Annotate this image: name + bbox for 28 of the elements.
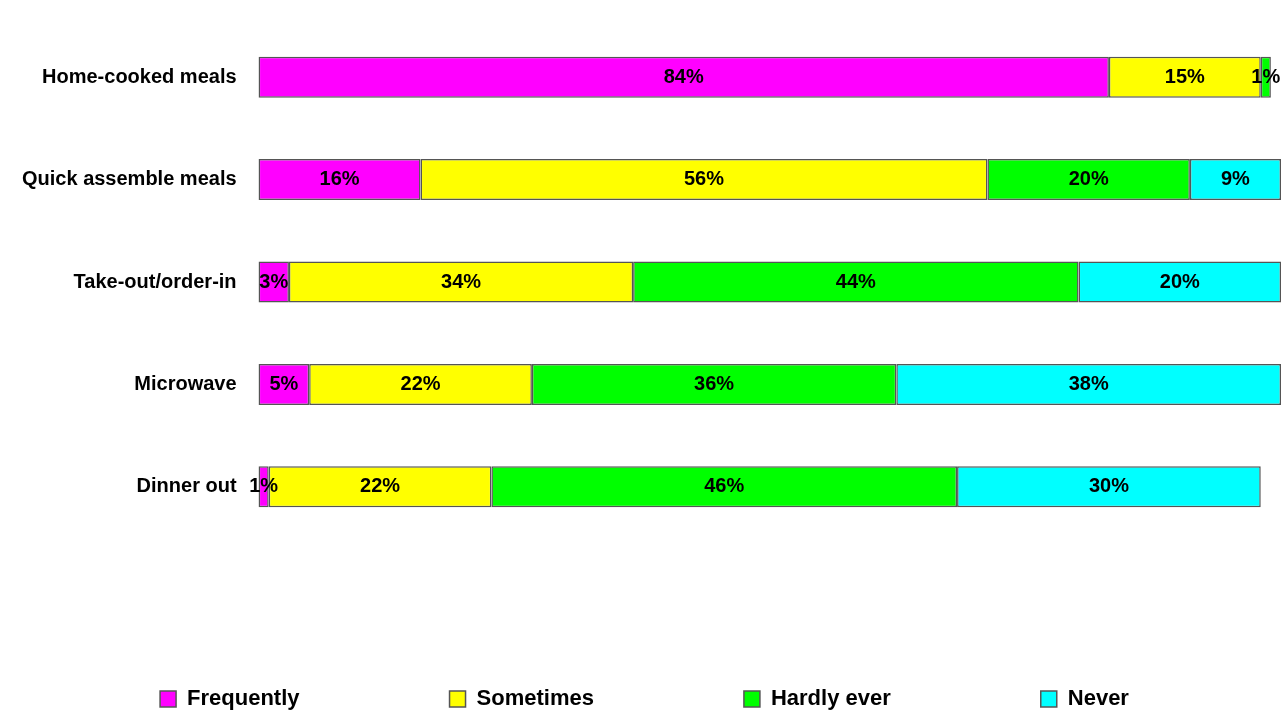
y-tick-label: Dinner out (136, 474, 237, 497)
y-tick-label: Take-out/order-in (73, 269, 237, 292)
data-label: 3% (259, 269, 289, 292)
data-label: 56% (683, 167, 725, 190)
data-label: 16% (319, 167, 360, 190)
y-tick-label: Quick assemble meals (21, 167, 237, 190)
legend-label: Sometimes (476, 685, 594, 711)
data-label: 1% (1251, 64, 1281, 87)
legend-label: Frequently (187, 685, 301, 711)
data-label: 15% (1164, 64, 1206, 87)
data-label: 5% (269, 371, 299, 394)
data-label: 34% (441, 269, 482, 292)
data-label: 30% (1088, 474, 1130, 497)
data-label: 44% (835, 269, 877, 292)
legend-label: Never (1067, 685, 1130, 711)
data-label: 22% (360, 474, 401, 497)
data-label: 38% (1068, 371, 1109, 394)
data-label: 46% (704, 474, 745, 497)
data-label: 36% (694, 371, 735, 394)
data-label: 9% (1220, 167, 1251, 190)
data-label: 1% (249, 474, 279, 497)
data-label: 20% (1068, 167, 1109, 190)
data-label: 22% (400, 371, 441, 394)
legend-label: Hardly ever (770, 685, 892, 711)
y-tick-label: Microwave (134, 371, 237, 394)
data-label: 84% (663, 64, 704, 87)
data-label: 20% (1159, 269, 1200, 292)
y-tick-label: Home-cooked meals (42, 64, 237, 87)
